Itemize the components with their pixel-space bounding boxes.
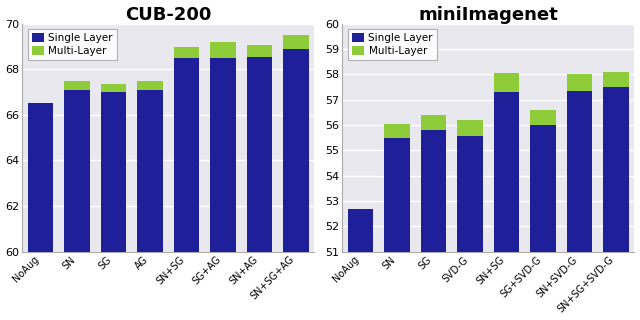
Bar <box>458 120 483 136</box>
Bar <box>138 90 163 252</box>
Bar <box>65 81 90 90</box>
Bar <box>458 136 483 252</box>
Bar <box>174 58 200 252</box>
Title: miniImagenet: miniImagenet <box>419 5 558 24</box>
Bar <box>385 138 410 252</box>
Bar <box>421 115 447 130</box>
Bar <box>604 87 629 252</box>
Bar <box>101 84 127 92</box>
Bar <box>494 73 520 92</box>
Legend: Single Layer, Multi-Layer: Single Layer, Multi-Layer <box>28 29 117 60</box>
Bar <box>65 90 90 252</box>
Bar <box>247 45 273 57</box>
Bar <box>494 92 520 252</box>
Bar <box>348 209 374 252</box>
Bar <box>28 103 54 252</box>
Bar <box>567 91 593 252</box>
Bar <box>531 125 556 252</box>
Bar <box>211 42 236 58</box>
Bar <box>604 72 629 87</box>
Bar <box>567 74 593 91</box>
Bar <box>174 46 200 58</box>
Bar <box>284 49 309 252</box>
Bar <box>211 58 236 252</box>
Bar <box>247 57 273 252</box>
Bar <box>101 92 127 252</box>
Bar <box>284 35 309 49</box>
Bar <box>531 110 556 125</box>
Bar <box>421 130 447 252</box>
Legend: Single Layer, Multi-Layer: Single Layer, Multi-Layer <box>348 29 437 60</box>
Bar <box>385 124 410 138</box>
Bar <box>138 81 163 90</box>
Title: CUB-200: CUB-200 <box>125 5 212 24</box>
